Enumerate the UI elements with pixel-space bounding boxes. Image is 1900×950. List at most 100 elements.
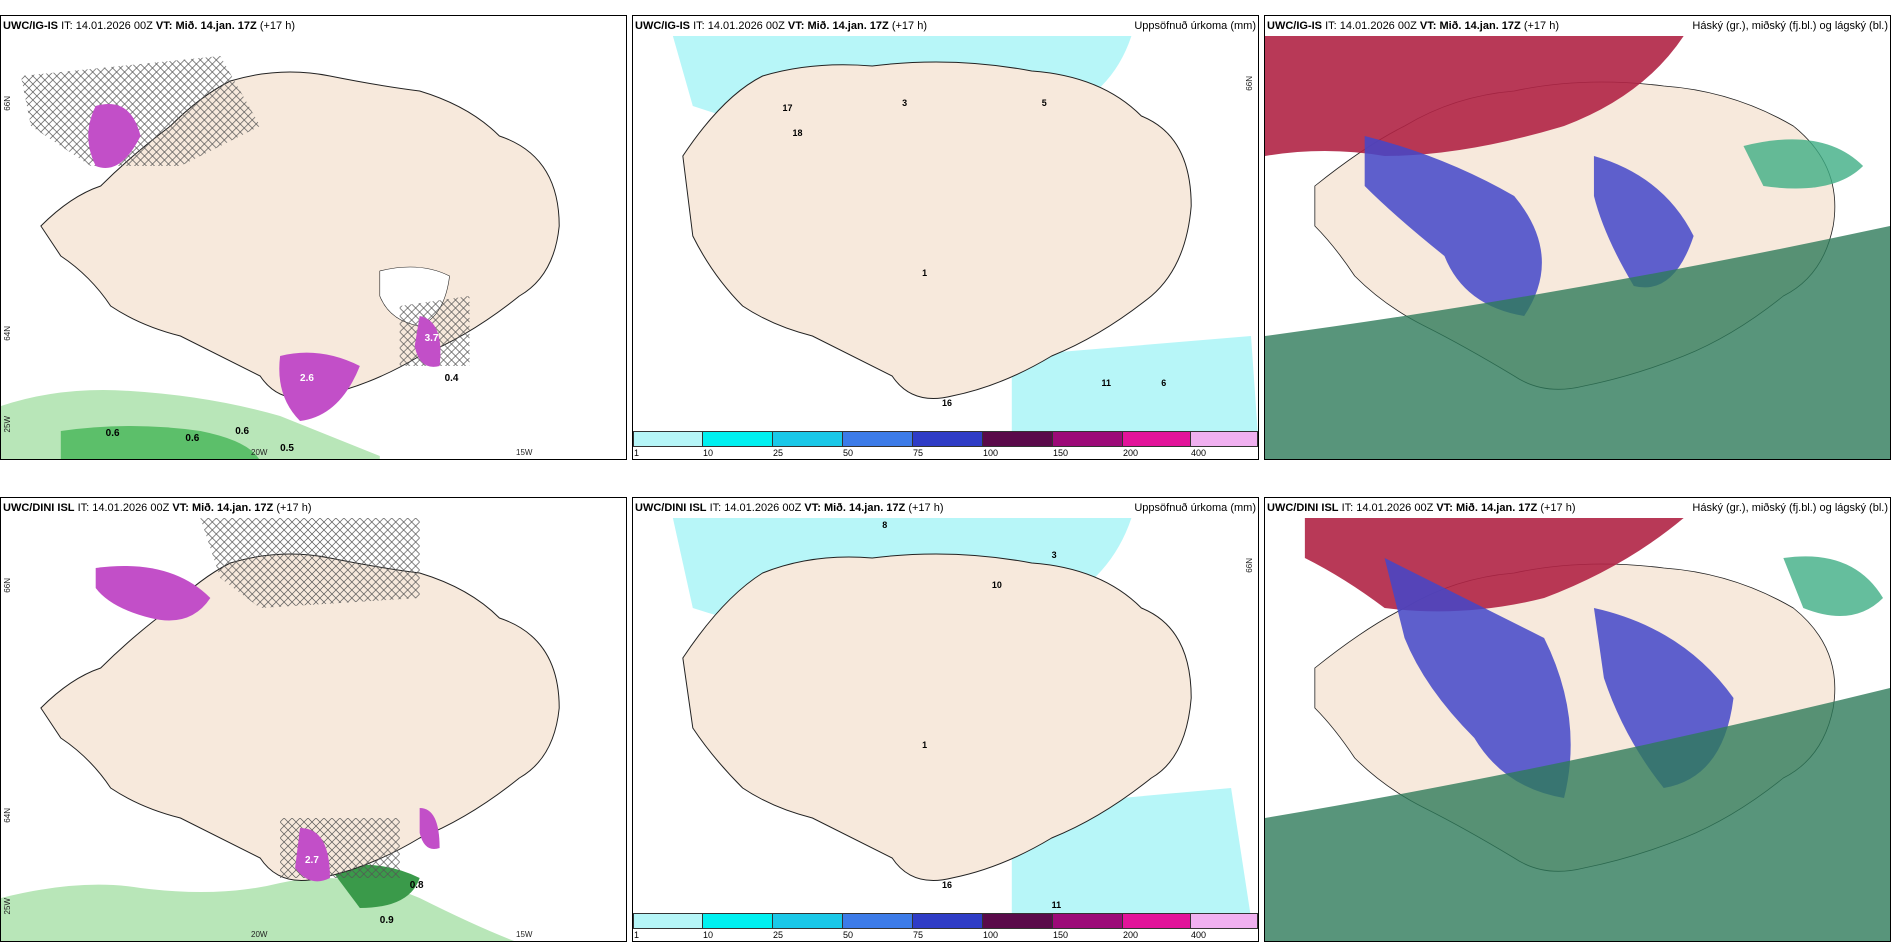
legend-label: 25 [773, 448, 784, 458]
product-title: Uppsöfnuð úrkoma (mm) [1134, 20, 1256, 32]
legend-label: 10 [703, 448, 714, 458]
panel-accum-precip-ig: UWC/IG-IS IT: 14.01.2026 00Z VT: Mið. 14… [632, 15, 1259, 460]
low-cloud-2 [1593, 156, 1694, 288]
mid-cloud-band [1265, 36, 1684, 156]
legend-swatch [703, 913, 773, 929]
pink-precip [95, 566, 211, 621]
legend-swatch [633, 913, 703, 929]
axis-label: 66N [1245, 76, 1254, 91]
panel-clouds-dini: UWC/DINI ISL IT: 14.01.2026 00Z VT: Mið.… [1264, 497, 1891, 942]
panel-header: UWC/DINI ISL IT: 14.01.2026 00Z VT: Mið.… [1, 498, 626, 518]
cloud-map-svg [1265, 36, 1890, 459]
legend-label: 200 [1123, 448, 1139, 458]
map-wind[interactable]: 0.8 0.9 2.7 [1, 518, 626, 941]
legend-swatch [773, 431, 843, 447]
legend-label: 75 [913, 448, 924, 458]
axis-label: 66N [1245, 558, 1254, 573]
value-label: 0.4 [445, 373, 459, 384]
green-cloud [1743, 139, 1864, 189]
product-title: Háský (gr.), miðský (fj.bl.) og lágský (… [1692, 502, 1888, 514]
wind-map-svg: 0.6 0.6 0.6 0.5 2.6 3.7 0.4 [1, 56, 560, 459]
land-iceland [682, 553, 1192, 881]
legend-label: 50 [843, 930, 854, 940]
precip-map-svg: 3 5 17 18 1 11 6 16 [672, 36, 1258, 436]
legend-label: 1 [634, 930, 640, 940]
product-title: Háský (gr.), miðský (fj.bl.) og lágský (… [1692, 20, 1888, 32]
legend-label: 75 [913, 930, 924, 940]
legend-swatch [843, 913, 913, 929]
panel-header: UWC/DINI ISL IT: 14.01.2026 00Z VT: Mið.… [633, 498, 1258, 518]
legend-swatch [913, 913, 983, 929]
pink-precip-2 [295, 828, 330, 882]
legend-label: 1 [634, 448, 640, 458]
high-cloud-band [1265, 226, 1890, 459]
high-cloud-band [1265, 688, 1890, 941]
value-label: 2.7 [305, 855, 319, 866]
axis-label: 25W [3, 416, 12, 433]
legend-swatch [1053, 431, 1123, 447]
precip-legend: 1 10 25 50 75 100 150 200 400 [633, 913, 1258, 941]
value-label: 17 [783, 103, 793, 113]
legend-swatch [773, 913, 843, 929]
panel-accum-precip-dini: UWC/DINI ISL IT: 14.01.2026 00Z VT: Mið.… [632, 497, 1259, 942]
value-label: 10 [992, 580, 1002, 590]
low-cloud [1364, 136, 1542, 316]
value-label: 0.6 [185, 433, 199, 444]
value-label: 16 [942, 880, 952, 890]
axis-label: 66N [3, 96, 12, 111]
hatched-area [200, 518, 420, 608]
axis-label: 15W [516, 930, 533, 939]
value-label: 6 [1161, 378, 1166, 388]
legend-label: 400 [1191, 930, 1207, 940]
legend-label: 25 [773, 930, 784, 940]
map-clouds[interactable] [1265, 518, 1890, 941]
low-cloud [1384, 558, 1571, 798]
value-label: 16 [942, 398, 952, 408]
legend-swatch [1123, 913, 1191, 929]
legend-label: 150 [1053, 448, 1069, 458]
value-label: 11 [1102, 378, 1111, 388]
value-label: 3.7 [425, 333, 439, 344]
green-precip-core [60, 426, 259, 459]
value-label: 1 [922, 740, 927, 750]
legend-swatch [703, 431, 773, 447]
value-label: 1 [922, 268, 927, 278]
precip-light-south [1011, 336, 1258, 436]
axis-label: 66N [3, 578, 12, 593]
legend-label: 100 [983, 930, 999, 940]
legend-swatch [1123, 431, 1191, 447]
precip-map-svg: 8 3 10 1 16 11 [672, 518, 1252, 918]
value-label: 0.9 [380, 915, 394, 926]
legend-swatch [983, 431, 1053, 447]
legend-label: 10 [703, 930, 714, 940]
legend-label: 150 [1053, 930, 1069, 940]
map-precip[interactable]: 8 3 10 1 16 11 [633, 518, 1258, 941]
value-label: 0.8 [410, 880, 424, 891]
green-cloud [1783, 556, 1884, 616]
value-label: 0.5 [280, 443, 294, 454]
pink-precip-3 [419, 808, 440, 849]
legend-swatch [983, 913, 1053, 929]
wind-map-svg: 0.8 0.9 2.7 [1, 518, 560, 941]
panel-wind-precip-ig: UWC/IG-IS IT: 14.01.2026 00Z VT: Mið. 14… [0, 15, 627, 460]
legend-label: 50 [843, 448, 854, 458]
panel-header: UWC/DINI ISL IT: 14.01.2026 00Z VT: Mið.… [1265, 498, 1890, 518]
value-label: 8 [882, 520, 887, 530]
value-label: 5 [1042, 98, 1047, 108]
map-wind[interactable]: 0.6 0.6 0.6 0.5 2.6 3.7 0.4 [1, 36, 626, 459]
value-label: 3 [1052, 550, 1057, 560]
map-clouds[interactable] [1265, 36, 1890, 459]
legend-swatch [843, 431, 913, 447]
axis-label: 20W [251, 930, 268, 939]
panel-header: UWC/IG-IS IT: 14.01.2026 00Z VT: Mið. 14… [1, 16, 626, 36]
land-iceland [682, 61, 1192, 399]
product-title: Uppsöfnuð úrkoma (mm) [1134, 502, 1256, 514]
legend-label: 200 [1123, 930, 1139, 940]
map-precip[interactable]: 3 5 17 18 1 11 6 16 [633, 36, 1258, 459]
legend-label: 100 [983, 448, 999, 458]
axis-label: 64N [3, 808, 12, 823]
axis-label: 25W [3, 898, 12, 915]
panel-clouds-ig: UWC/IG-IS IT: 14.01.2026 00Z VT: Mið. 14… [1264, 15, 1891, 460]
legend-swatch [633, 431, 703, 447]
axis-label: 15W [516, 448, 533, 457]
